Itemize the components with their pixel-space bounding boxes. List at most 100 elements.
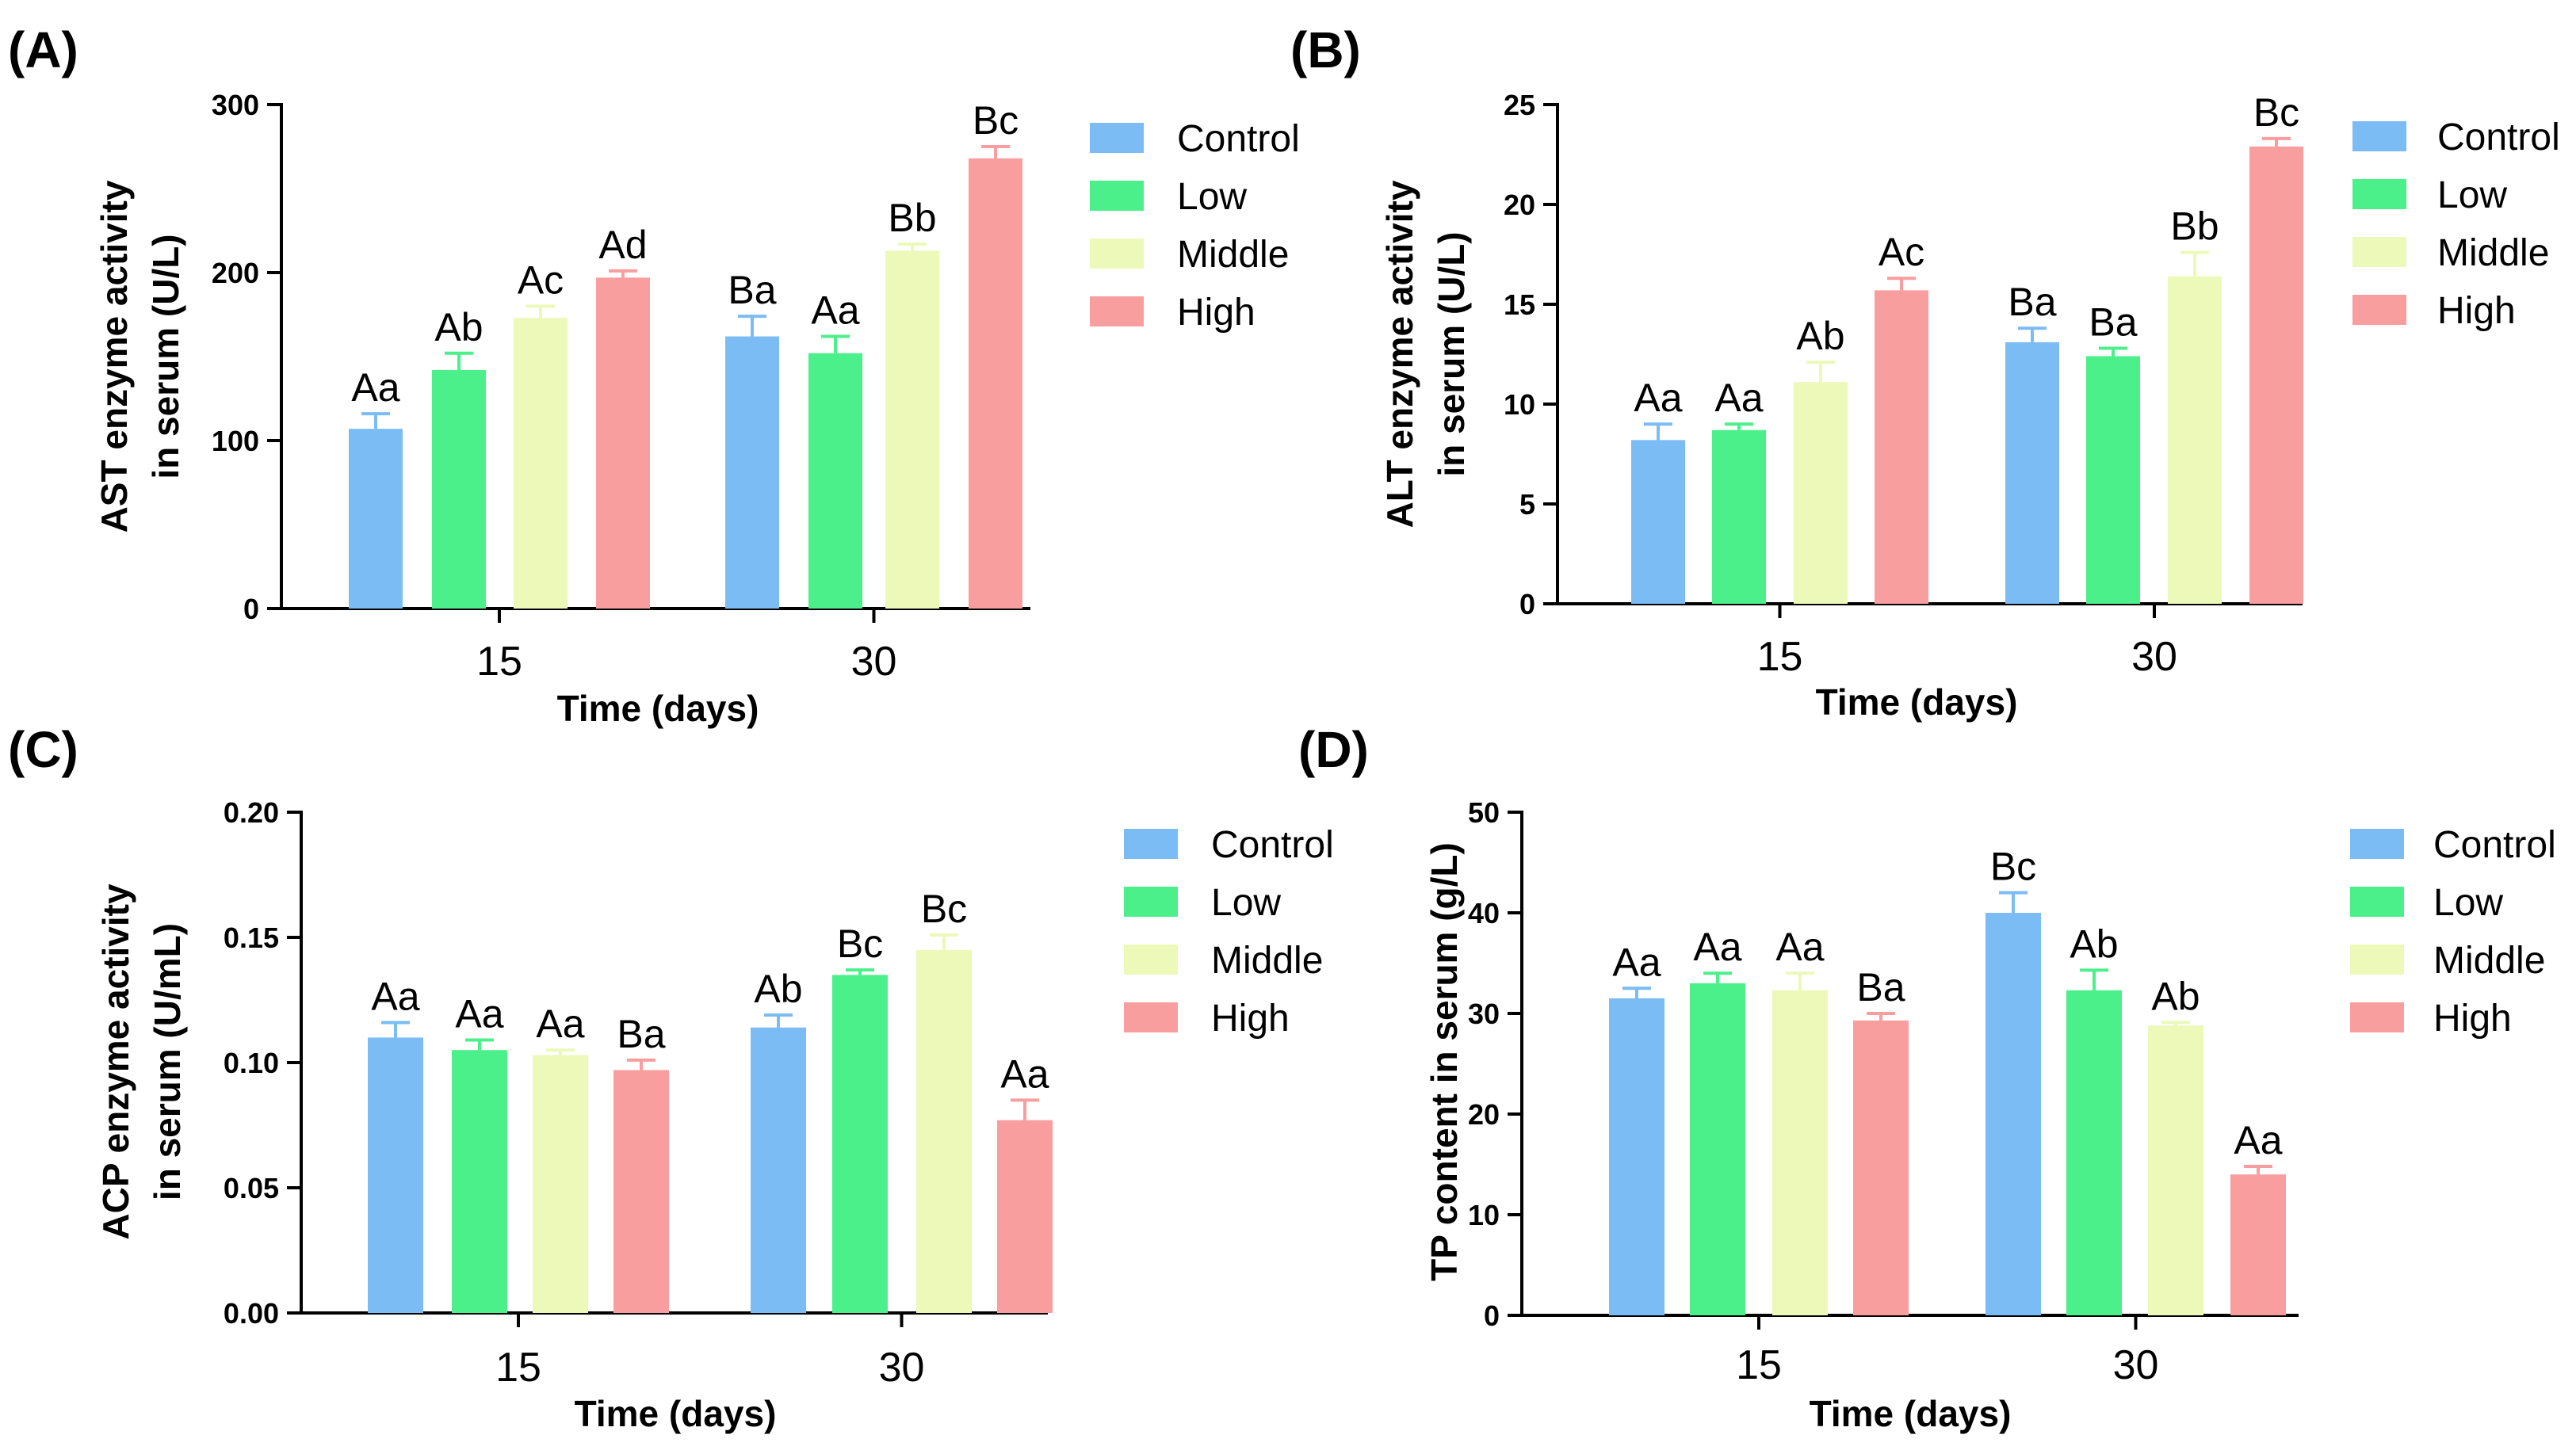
legend-label-control: Control [2437, 116, 2560, 158]
y-axis-title: ACP enzyme activity [95, 883, 136, 1240]
legend-swatch-high [2350, 1002, 2404, 1032]
significance-label: Bb [2170, 204, 2219, 248]
y-tick-label: 0.10 [224, 1047, 279, 1079]
significance-label: Aa [536, 1002, 584, 1046]
x-axis-title: Time (days) [557, 688, 759, 729]
y-tick-label: 20 [1504, 189, 1535, 221]
significance-label: Bc [1990, 845, 2036, 889]
panel-letter: (B) [1290, 21, 1361, 78]
bar-control-15 [1609, 998, 1664, 1315]
significance-label: Aa [1775, 925, 1824, 969]
legend-swatch-high [1124, 1002, 1178, 1032]
y-axis-title: in serum (U/L) [145, 234, 186, 479]
legend-swatch-high [2352, 295, 2406, 325]
legend-label-control: Control [1211, 824, 1334, 866]
significance-label: Aa [1000, 1051, 1049, 1096]
y-tick-label: 0.20 [224, 796, 279, 829]
y-tick-label: 0.05 [224, 1172, 279, 1204]
bar-high-30 [997, 1120, 1053, 1313]
significance-label: Bb [888, 196, 936, 240]
significance-label: Bc [2253, 90, 2299, 135]
bar-middle-15 [533, 1055, 588, 1313]
legend-label-middle: Middle [2437, 232, 2549, 274]
bar-high-30 [2249, 146, 2303, 605]
bar-middle-15 [1794, 382, 1848, 604]
significance-label: Aa [1612, 940, 1661, 984]
panel-letter: (A) [8, 21, 78, 78]
y-tick-label: 15 [1504, 288, 1535, 321]
chart-panel-2: (B) 0 5 10 15 20 25 15 30 Time (days) ALT enzyme a… [1290, 21, 2560, 723]
significance-label: Ab [754, 967, 802, 1011]
legend-label-high: High [1211, 998, 1290, 1040]
legend-label-middle: Middle [1177, 234, 1289, 276]
y-tick-label: 0.15 [224, 922, 279, 954]
significance-label: Ac [518, 258, 564, 302]
bar-control-30 [751, 1027, 806, 1313]
bar-control-15 [368, 1037, 423, 1313]
significance-label: Ab [1796, 314, 1844, 358]
panel-letter: (C) [8, 721, 78, 778]
legend-swatch-high [1090, 296, 1144, 326]
significance-label: Ba [2008, 280, 2056, 324]
y-tick-label: 0 [243, 593, 259, 625]
significance-label: Aa [2234, 1118, 2282, 1162]
legend-label-middle: Middle [1211, 940, 1323, 982]
x-tick-label: 15 [495, 1345, 541, 1391]
y-tick-label: 5 [1519, 488, 1535, 521]
y-tick-label: 200 [212, 257, 259, 289]
bar-control-30 [2005, 342, 2059, 604]
legend-label-high: High [2433, 998, 2512, 1040]
y-tick-label: 40 [1468, 897, 1500, 929]
bar-low-30 [808, 353, 862, 609]
legend-swatch-low [1090, 181, 1144, 211]
legend-swatch-control [1090, 123, 1144, 153]
panel-letter: (D) [1298, 721, 1369, 778]
significance-label: Ac [1878, 230, 1924, 274]
x-tick-label: 15 [1736, 1342, 1782, 1388]
bar-high-15 [613, 1070, 669, 1313]
x-tick-label: 30 [2113, 1342, 2159, 1388]
bar-low-30 [832, 975, 888, 1313]
legend-swatch-middle [1124, 945, 1178, 975]
bar-high-15 [596, 277, 650, 609]
y-axis-title: in serum (U/mL) [147, 923, 188, 1200]
bar-low-15 [452, 1050, 507, 1313]
legend-label-high: High [1177, 292, 1256, 334]
legend-label-low: Low [1177, 176, 1247, 218]
chart-panel-1: (A) 0 100 200 300 15 30 Time (days) AST enzyme a… [8, 21, 1300, 729]
significance-label: Bc [921, 887, 967, 931]
y-tick-label: 30 [1468, 998, 1500, 1030]
chart-panel-4: (D) 0 10 20 30 40 50 15 30 Time (days) TP content … [1298, 721, 2556, 1434]
legend-label-control: Control [2433, 824, 2556, 866]
significance-label: Aa [1634, 376, 1682, 420]
bar-middle-30 [916, 949, 972, 1313]
significance-label: Aa [1714, 376, 1763, 420]
x-tick-label: 30 [879, 1345, 925, 1391]
y-tick-label: 10 [1468, 1199, 1500, 1231]
significance-label: Bc [973, 98, 1019, 143]
significance-label: Aa [455, 992, 503, 1036]
bar-high-30 [969, 158, 1022, 609]
legend-label-middle: Middle [2433, 940, 2545, 982]
legend-label-low: Low [1211, 882, 1281, 924]
bar-low-15 [1712, 429, 1766, 604]
bar-middle-30 [2148, 1025, 2203, 1315]
bar-middle-30 [2168, 276, 2222, 604]
legend-label-low: Low [2437, 174, 2507, 216]
significance-label: Aa [351, 365, 399, 410]
y-tick-label: 100 [212, 425, 259, 457]
y-axis-title: AST enzyme activity [94, 180, 135, 532]
y-tick-label: 300 [212, 89, 259, 121]
y-tick-label: 25 [1504, 89, 1535, 121]
x-tick-label: 15 [1757, 634, 1803, 680]
legend-swatch-low [2350, 887, 2404, 917]
legend-swatch-middle [2352, 237, 2406, 267]
x-axis-title: Time (days) [1810, 1393, 2012, 1434]
bar-low-15 [432, 369, 486, 609]
y-axis-title: TP content in serum (g/L) [1424, 842, 1465, 1281]
bar-high-15 [1875, 290, 1928, 604]
legend-swatch-control [2352, 121, 2406, 151]
x-axis-title: Time (days) [1816, 681, 2018, 723]
x-tick-label: 30 [851, 639, 897, 685]
y-tick-label: 0 [1484, 1299, 1500, 1332]
